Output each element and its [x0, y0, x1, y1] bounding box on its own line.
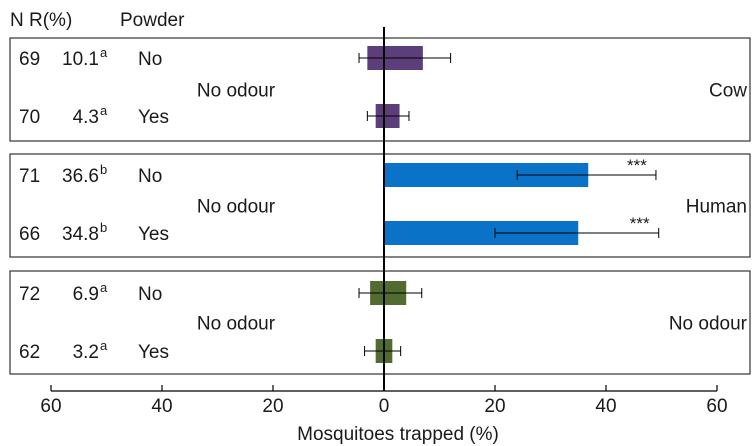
- group-panel: [9, 270, 751, 375]
- x-tick-label: 60: [40, 396, 61, 417]
- significance-letter: a: [100, 103, 108, 118]
- left-condition-label: No odour: [197, 81, 276, 102]
- n-value: 71: [19, 166, 40, 187]
- left-condition-label: No odour: [197, 197, 276, 218]
- panels: [9, 37, 751, 375]
- header-n: N: [10, 10, 24, 31]
- significance-letter: b: [100, 162, 107, 177]
- x-axis-title: Mosquitoes trapped (%): [297, 424, 499, 445]
- significance-marker: ***: [627, 156, 647, 175]
- significance-marker: ***: [630, 214, 650, 233]
- powder-value: No: [138, 49, 162, 70]
- x-tick-label: 20: [484, 396, 505, 417]
- powder-value: No: [138, 166, 162, 187]
- x-axis: 60 40 20 0 20 40 60: [40, 385, 728, 417]
- left-condition-label: No odour: [197, 314, 276, 335]
- n-value: 66: [19, 224, 40, 245]
- significance-letter: b: [100, 220, 107, 235]
- powder-value: Yes: [138, 342, 169, 363]
- significance-letter: a: [100, 280, 108, 295]
- group-panel: [9, 153, 751, 258]
- n-value: 62: [19, 342, 40, 363]
- n-value: 72: [19, 284, 40, 305]
- r-value: 6.9: [73, 284, 99, 305]
- group-panel: [9, 37, 751, 142]
- x-tick-label: 0: [379, 396, 390, 417]
- right-condition-label: Human: [686, 197, 747, 218]
- bars: [358, 46, 660, 363]
- powder-value: Yes: [138, 224, 169, 245]
- r-value: 36.6: [62, 166, 99, 187]
- powder-value: No: [138, 284, 162, 305]
- r-value: 4.3: [73, 107, 99, 128]
- r-value: 10.1: [62, 49, 99, 70]
- r-value: 34.8: [62, 224, 99, 245]
- significance-letter: a: [100, 45, 108, 60]
- x-tick-label: 60: [706, 396, 727, 417]
- right-condition-label: Cow: [709, 81, 747, 102]
- right-condition-label: No odour: [669, 314, 748, 335]
- significance-letter: a: [100, 338, 108, 353]
- header-r: R(%): [29, 10, 72, 31]
- x-tick-label: 40: [151, 396, 172, 417]
- x-tick-label: 40: [595, 396, 616, 417]
- header-powder: Powder: [120, 10, 185, 31]
- r-value: 3.2: [73, 342, 99, 363]
- powder-value: Yes: [138, 107, 169, 128]
- n-value: 69: [19, 49, 40, 70]
- n-value: 70: [19, 107, 40, 128]
- x-tick-label: 20: [262, 396, 283, 417]
